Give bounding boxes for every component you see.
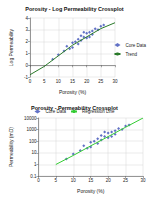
svg-text:0: 0 xyxy=(37,178,40,183)
svg-text:20: 20 xyxy=(106,178,112,183)
svg-text:100: 100 xyxy=(29,139,37,144)
svg-text:2: 2 xyxy=(25,39,28,44)
svg-text:0: 0 xyxy=(25,63,28,68)
svg-text:Porosity (%): Porosity (%) xyxy=(77,188,105,194)
svg-text:20: 20 xyxy=(84,79,90,84)
svg-text:1: 1 xyxy=(25,51,28,56)
svg-text:10000: 10000 xyxy=(24,116,37,121)
svg-text:1: 1 xyxy=(34,162,37,167)
svg-text:Porosity - Log Permeability Cr: Porosity - Log Permeability Crossplot xyxy=(25,6,124,12)
svg-text:25: 25 xyxy=(123,178,129,183)
svg-text:10: 10 xyxy=(31,150,37,155)
svg-text:30: 30 xyxy=(112,79,118,84)
svg-text:15: 15 xyxy=(70,79,76,84)
svg-text:Porosity - Permeability Crossp: Porosity - Permeability Crossplot xyxy=(31,105,118,111)
svg-text:5: 5 xyxy=(55,178,58,183)
svg-text:5: 5 xyxy=(43,79,46,84)
svg-text:Regression Line: Regression Line xyxy=(82,109,115,114)
svg-text:Permeability (mD): Permeability (mD) xyxy=(8,127,14,167)
svg-text:Core Data: Core Data xyxy=(45,109,66,114)
svg-text:10: 10 xyxy=(56,79,62,84)
svg-text:Core Data: Core Data xyxy=(125,43,146,48)
svg-text:Log Permeability: Log Permeability xyxy=(8,28,14,66)
svg-text:3: 3 xyxy=(25,27,28,32)
svg-text:Trend: Trend xyxy=(125,52,137,57)
svg-text:0: 0 xyxy=(29,79,32,84)
svg-text:-1: -1 xyxy=(24,74,28,80)
svg-text:0.1: 0.1 xyxy=(30,174,37,179)
svg-text:25: 25 xyxy=(98,79,104,84)
svg-text:10: 10 xyxy=(71,178,77,183)
svg-text:30: 30 xyxy=(140,178,146,183)
svg-text:15: 15 xyxy=(88,178,94,183)
svg-text:1000: 1000 xyxy=(26,127,37,132)
svg-text:4: 4 xyxy=(25,16,28,21)
svg-text:Porosity (%): Porosity (%) xyxy=(59,89,87,95)
